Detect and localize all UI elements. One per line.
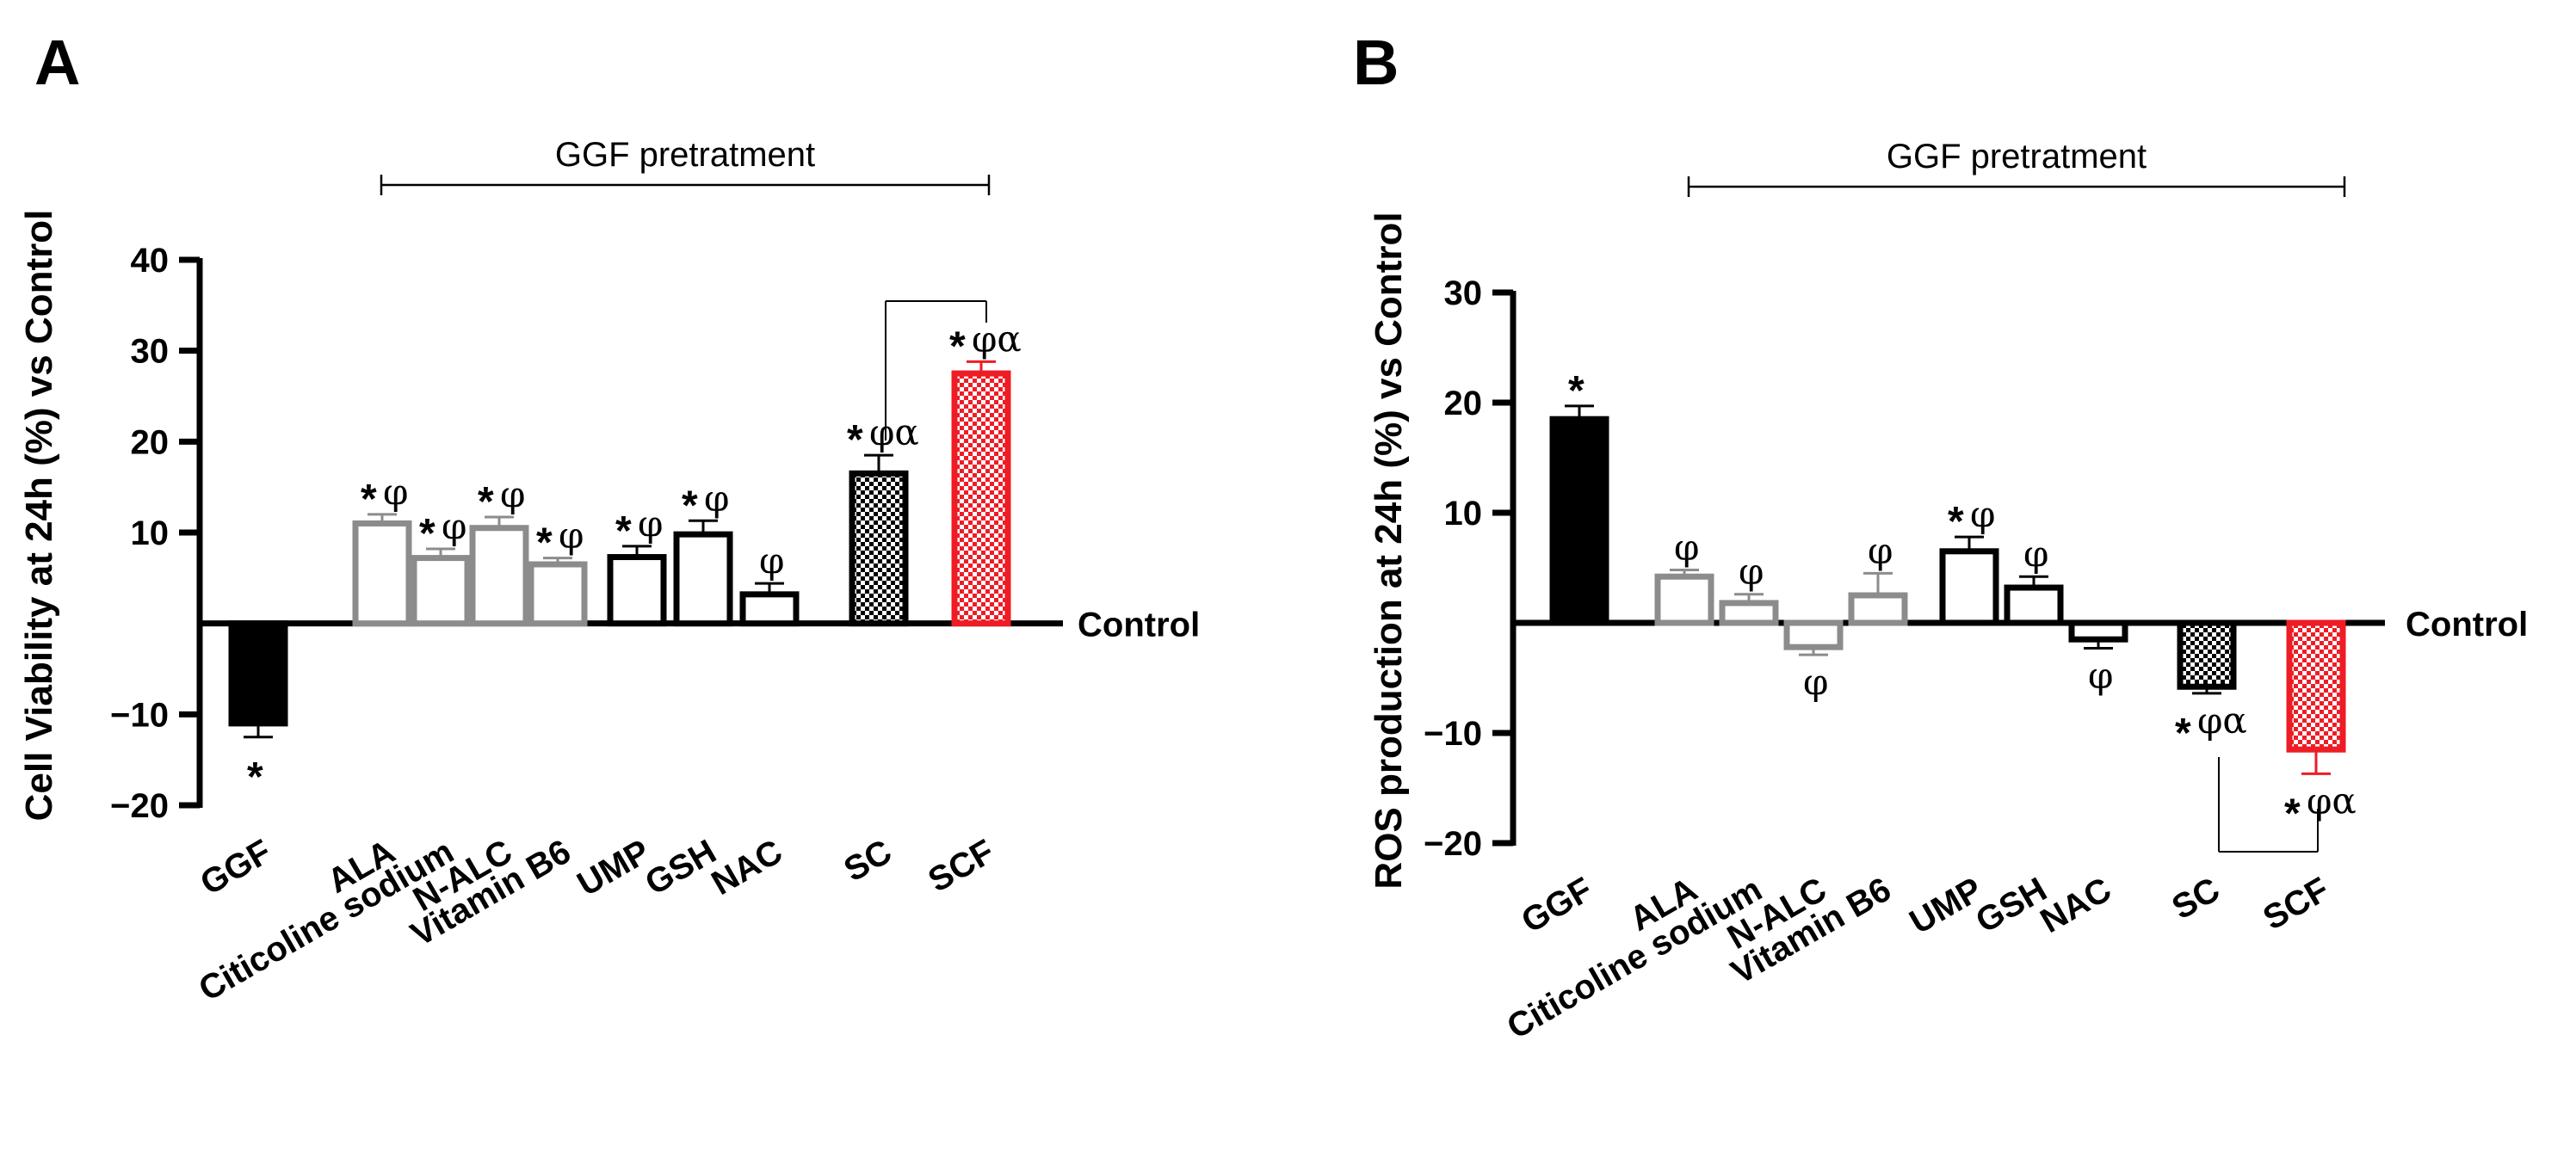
panel-a-control-label: Control	[1078, 607, 1200, 644]
panel-b-category-label-10: SCF	[2257, 871, 2335, 938]
panel-a-sig-star-5: *	[536, 520, 553, 566]
chart-panel-a: −20 −10 10 20 30 40 Cell Viability at 24h (%) …	[18, 136, 1200, 1008]
panel-b-bar-4	[1783, 619, 1844, 650]
panel-a-category-label-8: NAC	[705, 833, 788, 902]
panel-a-bar-3	[411, 555, 471, 627]
panel-b-bar-6	[1939, 548, 1999, 626]
panel-b-y-tick-label: 20	[1444, 385, 1483, 422]
panel-b-sig-greek-3: φ	[1739, 551, 1764, 593]
panel-b-sig-greek-6: φ	[1970, 493, 1995, 535]
panel-b-bar-8	[2068, 619, 2128, 643]
panel-b-bar-1	[1549, 416, 1609, 626]
panel-b-category-label-8: NAC	[2034, 871, 2117, 940]
panel-a-category-label-10: SCF	[922, 833, 1000, 900]
panel-b-sig-star-1: *	[1568, 368, 1585, 414]
panel-a-y-tick-label: −10	[110, 696, 169, 734]
panel-a-sig-greek-10: φα	[972, 317, 1022, 360]
panel-a-sig-greek-6: φ	[638, 502, 663, 545]
panel-a-category-label-1: GGF	[194, 833, 277, 902]
panel-b-y-tick-label: 10	[1444, 495, 1483, 533]
panel-b-bar-2	[1654, 573, 1714, 626]
panel-b-bar-5	[1848, 592, 1908, 626]
panel-a-y-axis-title: Cell Viability at 24h (%) vs Control	[18, 210, 60, 822]
panel-a-y-tick-label: −20	[110, 787, 169, 825]
panel-a-bracket-label: GGF pretratment	[555, 136, 815, 174]
panel-a-bar-10	[951, 370, 1011, 627]
panel-a-y-tick-label: 20	[131, 423, 170, 461]
panel-a-bar-7	[673, 531, 733, 627]
panel-a-y-tick-label: 10	[131, 514, 170, 552]
panel-b-sig-greek-2: φ	[1674, 527, 1699, 569]
panel-b-sig-greek-10: φα	[2307, 779, 2357, 822]
panel-b-bar-3	[1719, 600, 1779, 626]
panel-a-sig-star-7: *	[682, 483, 698, 528]
panel-b-sig-star-9: *	[2175, 711, 2191, 756]
panel-b-bar-10	[2286, 619, 2346, 753]
panel-a-sig-greek-9: φα	[869, 411, 919, 453]
panel-a-bar-4	[469, 525, 529, 627]
panel-b-sig-greek-8: φ	[2088, 654, 2113, 696]
panel-b-y-axis-title: ROS production at 24h (%) vs Control	[1368, 212, 1410, 889]
panel-a-sig-greek-2: φ	[383, 471, 408, 513]
panel-a-bar-9	[849, 470, 909, 627]
panel-b-sig-greek-9: φα	[2197, 699, 2247, 742]
panel-b-bar-9	[2177, 619, 2237, 690]
panel-a-sig-star-3: *	[419, 511, 436, 557]
panel-a-sig-greek-4: φ	[500, 473, 525, 515]
panel-a-sig-greek-5: φ	[559, 514, 584, 557]
panel-a-category-label-9: SC	[837, 833, 898, 890]
panel-a-sig-star-2: *	[361, 477, 377, 522]
panel-a-sig-greek-7: φ	[704, 477, 729, 519]
panel-letter-b: B	[1353, 27, 1399, 98]
panel-b-control-label: Control	[2406, 606, 2528, 644]
panel-a-sig-star-10: *	[949, 323, 966, 369]
panel-a-bar-6	[607, 554, 667, 627]
panel-b-bracket-label: GGF pretratment	[1887, 138, 2147, 176]
panel-a-sig-star-4: *	[478, 479, 494, 525]
panel-b-sig-star-6: *	[1948, 499, 1964, 545]
panel-b-category-label-1: GGF	[1515, 871, 1598, 940]
panel-a-bar-2	[352, 520, 412, 627]
panel-a-sig-star-9: *	[847, 417, 863, 463]
panel-b-bar-7	[2004, 584, 2064, 626]
panel-a-sig-star-6: *	[615, 508, 632, 554]
panel-letter-a: A	[34, 27, 80, 98]
panel-a-sig-greek-8: φ	[759, 539, 784, 582]
panel-b-sig-greek-7: φ	[2023, 533, 2048, 575]
panel-a-sig-star-1: *	[247, 754, 263, 800]
panel-b-sig-greek-5: φ	[1868, 529, 1893, 571]
panel-b-y-tick-label: −20	[1424, 825, 1482, 863]
panel-a-sig-greek-3: φ	[442, 505, 466, 547]
panel-a-bar-5	[528, 561, 588, 627]
panel-a-bar-1	[228, 620, 288, 727]
panel-a-bar-8	[739, 591, 800, 627]
panel-b-category-label-9: SC	[2165, 871, 2226, 927]
chart-panel-b: −20 −10 10 20 30 ROS production at 24h (%) vs…	[1368, 138, 2528, 1046]
panel-b-y-tick-label: −10	[1424, 715, 1482, 753]
panel-b-y-tick-label: 30	[1444, 274, 1483, 312]
panel-a-y-tick-label: 40	[131, 242, 170, 280]
panel-b-sig-greek-4: φ	[1803, 661, 1828, 703]
panel-b-sig-star-10: *	[2284, 791, 2301, 836]
panel-a-y-tick-label: 30	[131, 333, 170, 371]
